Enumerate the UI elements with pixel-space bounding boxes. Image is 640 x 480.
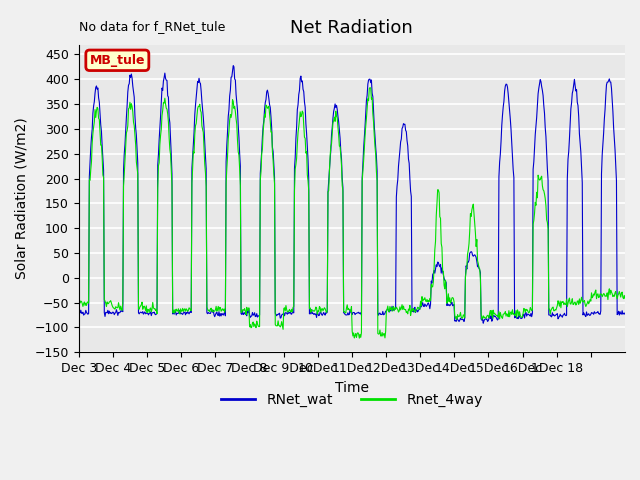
Rnet_4way — [239, 307, 247, 312]
RNet_wat — [440, 272, 447, 277]
Rnet_4way — [440, 282, 448, 288]
Line: RNet_wat: RNet_wat — [79, 66, 625, 323]
RNet_wat — [479, 320, 487, 326]
Rnet_4way — [366, 85, 374, 91]
Text: No data for f_RNet_tule: No data for f_RNet_tule — [79, 20, 225, 33]
Rnet_4way — [266, 119, 274, 124]
Line: Rnet_4way: Rnet_4way — [79, 88, 625, 338]
RNet_wat — [75, 309, 83, 315]
Rnet_4way — [75, 300, 83, 306]
Rnet_4way — [621, 296, 629, 301]
Rnet_4way — [139, 306, 147, 312]
Rnet_4way — [410, 305, 417, 311]
Legend: RNet_wat, Rnet_4way: RNet_wat, Rnet_4way — [215, 388, 488, 413]
RNet_wat — [288, 312, 296, 317]
Text: MB_tule: MB_tule — [90, 54, 145, 67]
Rnet_4way — [287, 309, 295, 315]
RNet_wat — [621, 312, 629, 317]
RNet_wat — [409, 307, 417, 312]
RNet_wat — [139, 309, 147, 314]
Rnet_4way — [355, 336, 363, 341]
RNet_wat — [229, 63, 237, 69]
RNet_wat — [267, 114, 275, 120]
Title: Net Radiation: Net Radiation — [291, 20, 413, 37]
Y-axis label: Solar Radiation (W/m2): Solar Radiation (W/m2) — [15, 118, 29, 279]
RNet_wat — [240, 311, 248, 317]
X-axis label: Time: Time — [335, 381, 369, 395]
